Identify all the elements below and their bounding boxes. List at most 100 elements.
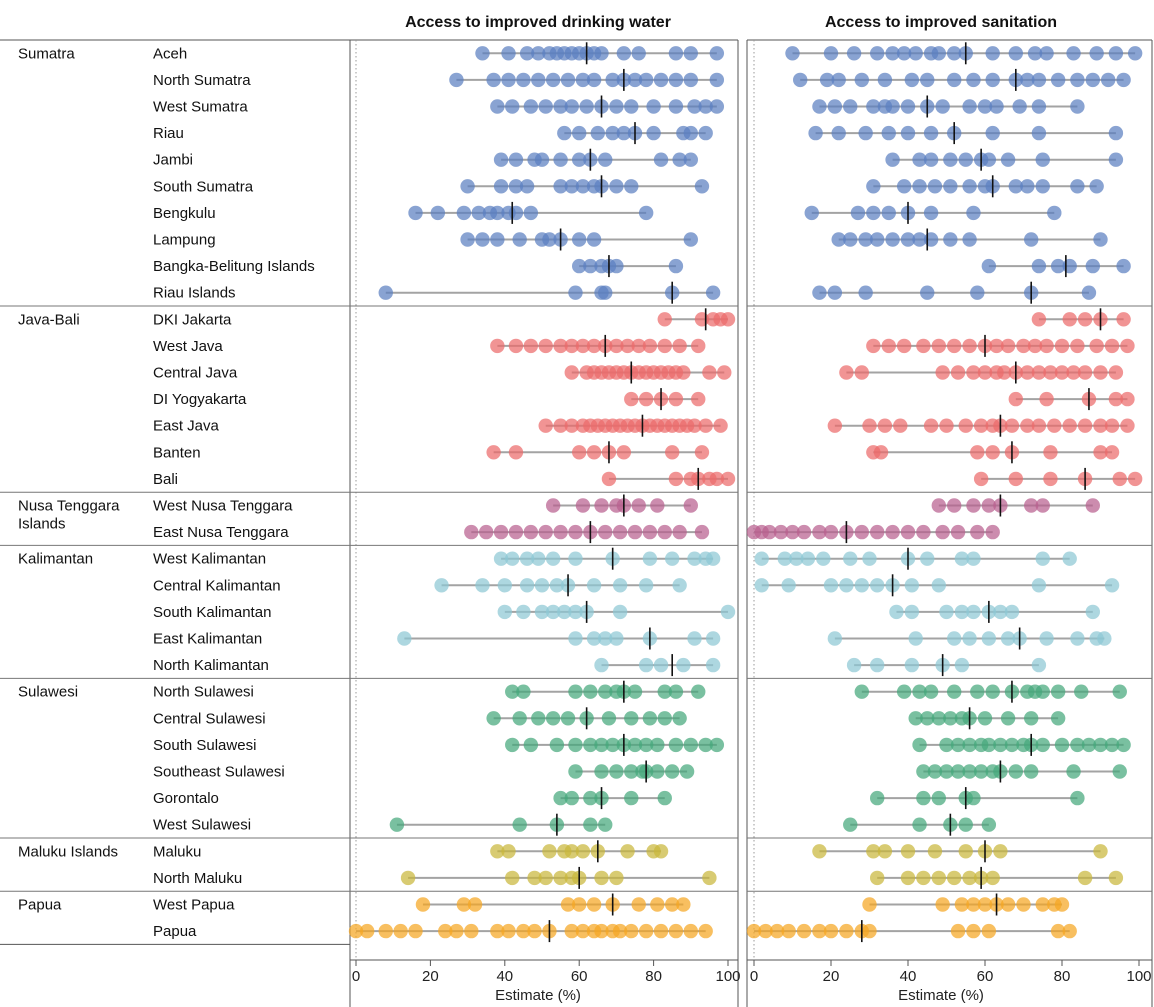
data-point-sanitation bbox=[1023, 498, 1039, 513]
x-tick-label: 20 bbox=[823, 968, 840, 985]
data-point-sanitation bbox=[839, 923, 854, 939]
data-point-water bbox=[646, 125, 661, 141]
data-point-sanitation bbox=[962, 870, 977, 886]
data-point-sanitation bbox=[989, 338, 1004, 354]
data-point-sanitation bbox=[931, 338, 946, 354]
data-point-sanitation bbox=[950, 737, 966, 753]
data-point-sanitation bbox=[912, 232, 927, 247]
data-point-water bbox=[553, 338, 568, 354]
data-point-sanitation bbox=[1093, 418, 1108, 433]
data-point-sanitation bbox=[862, 897, 877, 912]
data-point-water bbox=[586, 72, 602, 88]
data-point-sanitation bbox=[985, 870, 1000, 886]
data-point-water bbox=[646, 99, 661, 114]
data-point-water bbox=[657, 711, 672, 726]
data-point-sanitation bbox=[954, 657, 970, 673]
data-point-sanitation bbox=[812, 99, 827, 114]
data-point-sanitation bbox=[1050, 258, 1066, 274]
data-point-sanitation bbox=[1050, 923, 1066, 939]
data-point-water bbox=[583, 737, 598, 753]
data-point-sanitation bbox=[1097, 631, 1112, 646]
data-point-sanitation bbox=[947, 631, 962, 646]
data-point-water bbox=[568, 285, 583, 300]
data-point-sanitation bbox=[816, 551, 831, 566]
data-point-sanitation bbox=[985, 524, 1000, 540]
data-point-water bbox=[657, 312, 672, 327]
data-point-sanitation bbox=[931, 711, 946, 726]
data-point-sanitation bbox=[1085, 258, 1101, 274]
data-point-sanitation bbox=[947, 338, 962, 354]
data-point-water bbox=[668, 258, 684, 274]
province-label-aceh: Aceh bbox=[153, 45, 187, 62]
province-label-riau: Riau bbox=[153, 125, 184, 142]
data-point-water bbox=[694, 445, 710, 460]
data-point-water bbox=[705, 631, 721, 646]
data-point-water bbox=[505, 870, 520, 886]
data-point-water bbox=[575, 179, 591, 194]
data-point-sanitation bbox=[843, 817, 858, 832]
data-point-water bbox=[575, 923, 591, 939]
data-point-sanitation bbox=[1116, 72, 1131, 88]
data-point-water bbox=[583, 258, 598, 274]
data-point-sanitation bbox=[785, 524, 800, 540]
data-point-sanitation bbox=[1035, 684, 1050, 699]
data-point-sanitation bbox=[916, 764, 931, 779]
data-point-sanitation bbox=[1039, 46, 1054, 61]
data-point-water bbox=[393, 923, 408, 939]
data-point-water bbox=[531, 551, 546, 566]
data-point-sanitation bbox=[896, 46, 912, 61]
data-point-sanitation bbox=[1104, 578, 1120, 593]
data-point-water bbox=[650, 737, 665, 753]
x-tick-label: 60 bbox=[571, 968, 588, 985]
data-point-sanitation bbox=[877, 418, 893, 433]
data-point-sanitation bbox=[866, 179, 881, 194]
province-label-banten: Banten bbox=[153, 444, 201, 461]
data-point-sanitation bbox=[947, 498, 962, 513]
data-point-sanitation bbox=[796, 524, 812, 540]
data-point-water bbox=[683, 498, 698, 513]
data-point-sanitation bbox=[831, 125, 846, 141]
data-point-water bbox=[653, 923, 669, 939]
data-point-sanitation bbox=[1070, 99, 1085, 114]
data-point-sanitation bbox=[927, 179, 943, 194]
data-point-water bbox=[560, 897, 576, 912]
province-label-central-java: Central Java bbox=[153, 365, 238, 382]
data-point-sanitation bbox=[920, 711, 935, 726]
data-point-sanitation bbox=[981, 817, 997, 832]
data-point-sanitation bbox=[958, 152, 973, 167]
data-point-sanitation bbox=[989, 99, 1004, 114]
data-point-sanitation bbox=[954, 551, 970, 566]
data-point-water bbox=[594, 657, 609, 673]
data-point-water bbox=[638, 391, 654, 407]
data-point-water bbox=[676, 897, 691, 912]
x-tick-label: 0 bbox=[352, 968, 360, 985]
province-label-southeast-sulawesi: Southeast Sulawesi bbox=[153, 764, 285, 781]
data-point-water bbox=[586, 578, 602, 593]
data-point-sanitation bbox=[950, 524, 966, 540]
data-point-sanitation bbox=[754, 551, 769, 566]
data-point-sanitation bbox=[881, 205, 896, 221]
data-point-water bbox=[545, 604, 561, 620]
data-point-water bbox=[564, 790, 579, 806]
data-point-water bbox=[568, 737, 583, 753]
data-point-water bbox=[668, 684, 684, 699]
data-point-sanitation bbox=[858, 125, 873, 141]
data-point-sanitation bbox=[912, 737, 927, 753]
data-point-water bbox=[538, 418, 553, 433]
data-point-sanitation bbox=[808, 125, 823, 141]
data-point-water bbox=[545, 72, 561, 88]
data-point-water bbox=[486, 711, 501, 726]
data-point-sanitation bbox=[1104, 445, 1120, 460]
data-point-sanitation bbox=[962, 232, 977, 247]
data-point-sanitation bbox=[885, 46, 900, 61]
data-point-water bbox=[545, 498, 561, 513]
data-point-sanitation bbox=[823, 578, 839, 593]
province-label-west-papua: West Papua bbox=[153, 897, 235, 914]
data-point-sanitation bbox=[1008, 391, 1023, 407]
data-point-water bbox=[460, 179, 475, 194]
data-point-sanitation bbox=[870, 524, 885, 540]
data-point-water bbox=[605, 125, 620, 141]
data-point-water bbox=[657, 338, 672, 354]
data-point-water bbox=[672, 711, 687, 726]
data-point-water bbox=[683, 232, 698, 247]
